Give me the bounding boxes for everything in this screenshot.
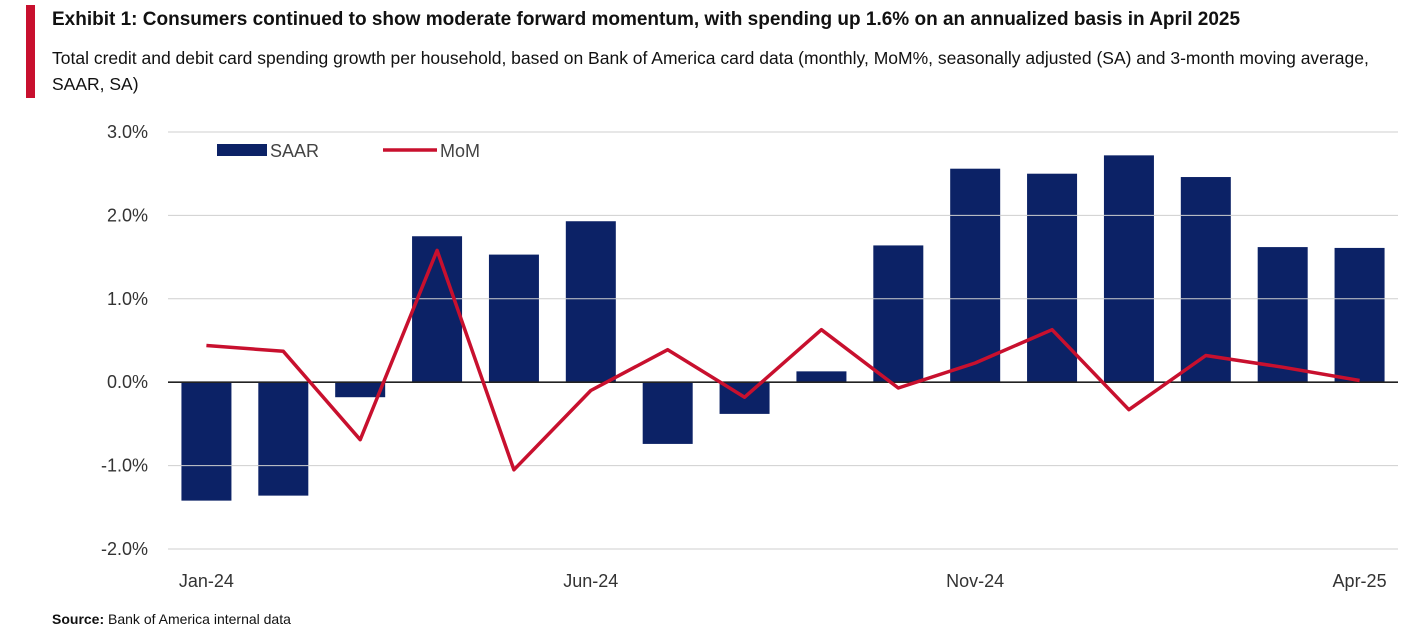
y-tick-label: 1.0% xyxy=(107,289,148,309)
saar-bar xyxy=(796,371,847,383)
saar-bar xyxy=(1027,173,1078,383)
saar-bar xyxy=(1257,247,1308,383)
y-tick-label: 0.0% xyxy=(107,372,148,392)
saar-bar xyxy=(412,236,463,383)
source-note: Source: Bank of America internal data xyxy=(52,611,291,627)
accent-bar xyxy=(26,5,35,98)
chart-title: Exhibit 1: Consumers continued to show m… xyxy=(52,9,1241,30)
y-tick-label: -1.0% xyxy=(101,456,148,476)
saar-bars xyxy=(181,155,1385,501)
saar-bar xyxy=(950,168,1001,383)
x-tick-label: Jun-24 xyxy=(563,571,618,591)
gridlines xyxy=(168,131,1398,550)
saar-bar xyxy=(258,382,309,496)
saar-bar xyxy=(873,245,924,383)
y-tick-label: -2.0% xyxy=(101,539,148,559)
saar-bar xyxy=(488,254,539,383)
y-tick-label: 3.0% xyxy=(107,122,148,142)
saar-bar xyxy=(1180,177,1231,383)
chart-subtitle: Total credit and debit card spending gro… xyxy=(52,48,1369,94)
source-text: Bank of America internal data xyxy=(108,611,291,627)
mom-line xyxy=(206,248,1360,472)
source-label: Source: xyxy=(52,611,105,627)
saar-bar xyxy=(1334,247,1385,383)
legend-mom-label: MoM xyxy=(440,141,480,161)
x-tick-label: Nov-24 xyxy=(946,571,1004,591)
mom-line-group xyxy=(206,248,1360,472)
x-tick-label: Jan-24 xyxy=(179,571,234,591)
saar-bar xyxy=(335,382,386,398)
saar-bar xyxy=(642,382,693,444)
x-axis-ticks: Jan-24 Jun-24 Nov-24 Apr-25 xyxy=(179,571,1387,591)
legend-saar-label: SAAR xyxy=(270,141,319,161)
saar-bar xyxy=(1103,155,1154,383)
y-tick-label: 2.0% xyxy=(107,205,148,225)
legend: SAAR MoM xyxy=(217,141,480,161)
legend-saar-swatch xyxy=(217,144,267,156)
y-axis-ticks: 3.0% 2.0% 1.0% 0.0% -1.0% -2.0% xyxy=(101,122,148,559)
saar-bar xyxy=(181,382,232,501)
saar-bar xyxy=(565,221,616,383)
x-tick-label: Apr-25 xyxy=(1333,571,1387,591)
